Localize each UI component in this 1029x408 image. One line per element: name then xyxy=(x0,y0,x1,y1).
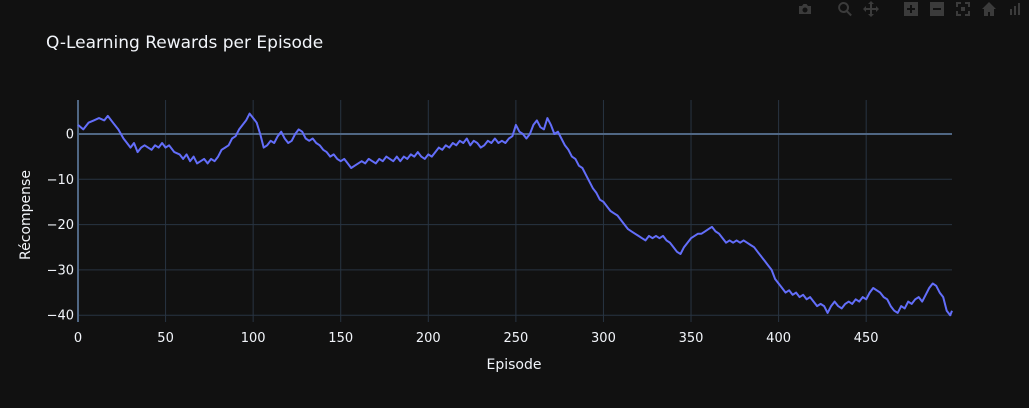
chart-title: Q-Learning Rewards per Episode xyxy=(46,33,323,53)
modebar xyxy=(791,0,1029,20)
y-tick-label: 0 xyxy=(66,127,74,142)
x-tick-label: 200 xyxy=(416,331,441,346)
y-axis-label: Récompense xyxy=(18,170,34,260)
zoom-in-icon[interactable] xyxy=(901,0,921,18)
y-tick-label: −20 xyxy=(47,218,74,233)
y-tick-label: −10 xyxy=(47,173,74,188)
x-tick-label: 50 xyxy=(157,331,174,346)
grid-layer xyxy=(77,100,952,322)
plotly-logo-icon[interactable] xyxy=(1005,0,1025,18)
home-icon[interactable] xyxy=(979,0,999,18)
x-axis-label: Episode xyxy=(487,357,542,373)
autoscale-icon[interactable] xyxy=(953,0,973,18)
x-tick-label: 400 xyxy=(766,331,791,346)
zoom-icon[interactable] xyxy=(835,0,855,18)
camera-icon[interactable] xyxy=(795,0,815,18)
zoom-out-icon[interactable] xyxy=(927,0,947,18)
series-line xyxy=(77,112,953,317)
y-tick-label: −40 xyxy=(47,309,74,324)
y-tick-label: −30 xyxy=(47,263,74,278)
pan-icon[interactable] xyxy=(861,0,881,18)
x-tick-label: 450 xyxy=(854,331,879,346)
x-tick-label: 250 xyxy=(503,331,528,346)
x-tick-label: 150 xyxy=(328,331,353,346)
x-tick-label: 100 xyxy=(241,331,266,346)
x-tick-label: 350 xyxy=(679,331,704,346)
x-tick-label: 0 xyxy=(74,331,82,346)
series-layer xyxy=(77,112,953,317)
x-tick-label: 300 xyxy=(591,331,616,346)
tick-labels: 0 50 100 150 200 250 300 350 400 450 0 −10 −20 −30 −40 xyxy=(47,127,879,346)
